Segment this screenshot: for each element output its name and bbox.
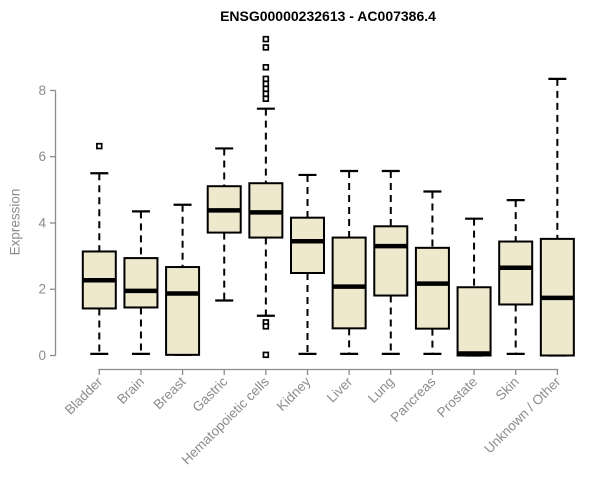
boxplot-hematopoietic-cells bbox=[248, 35, 284, 359]
x-tick-label-unknown-other: Unknown / Other bbox=[481, 374, 564, 457]
outlier-point bbox=[262, 44, 270, 51]
y-axis: 0 2 4 6 8 bbox=[38, 83, 57, 363]
x-tick-label-pancreas: Pancreas bbox=[388, 374, 439, 425]
boxplot-skin bbox=[498, 199, 534, 355]
x-tick-label-gastric: Gastric bbox=[189, 374, 230, 415]
iqr-box bbox=[373, 225, 409, 297]
boxplot-liver bbox=[331, 169, 367, 355]
iqr-box bbox=[498, 240, 534, 306]
y-tick-label: 0 bbox=[38, 348, 46, 363]
x-tick-label-liver: Liver bbox=[324, 374, 356, 406]
outlier-point bbox=[262, 64, 270, 71]
outlier-point bbox=[96, 142, 103, 150]
y-tick-label: 4 bbox=[38, 215, 46, 230]
boxplot-gastric bbox=[206, 147, 242, 302]
chart-title: ENSG00000232613 - AC007386.4 bbox=[220, 8, 436, 24]
x-tick-label-skin: Skin bbox=[493, 374, 522, 403]
outlier-point bbox=[262, 80, 270, 88]
iqr-box bbox=[123, 257, 159, 309]
boxplot-unknown-other bbox=[539, 77, 575, 357]
boxplot-pancreas bbox=[414, 190, 450, 355]
x-tick-label-lung: Lung bbox=[365, 374, 397, 406]
outlier-point bbox=[262, 323, 270, 330]
boxplot-breast bbox=[165, 203, 201, 356]
iqr-box bbox=[165, 266, 201, 356]
outlier-point bbox=[262, 90, 270, 98]
outlier-point bbox=[262, 85, 270, 93]
outlier-point bbox=[262, 35, 270, 43]
outlier-point bbox=[262, 95, 270, 102]
iqr-box bbox=[414, 246, 450, 330]
x-tick-label-brain: Brain bbox=[114, 374, 147, 407]
x-tick-label-kidney: Kidney bbox=[274, 374, 314, 414]
boxplot-kidney bbox=[290, 173, 325, 355]
boxplot-bladder bbox=[81, 142, 117, 355]
iqr-box bbox=[290, 216, 325, 275]
boxplot-prostate bbox=[456, 217, 492, 357]
outlier-point bbox=[262, 351, 270, 359]
x-tick-label-breast: Breast bbox=[150, 374, 188, 412]
boxplot-brain bbox=[123, 210, 159, 355]
x-tick-label-bladder: Bladder bbox=[62, 374, 106, 418]
iqr-box bbox=[456, 286, 492, 357]
boxplot-lung bbox=[373, 169, 409, 355]
x-tick-label-prostate: Prostate bbox=[434, 374, 480, 420]
y-tick-label: 2 bbox=[38, 282, 46, 297]
outlier-point bbox=[262, 75, 270, 83]
y-tick-label: 8 bbox=[38, 83, 46, 98]
iqr-box bbox=[331, 236, 367, 330]
y-tick-label: 6 bbox=[38, 149, 46, 164]
